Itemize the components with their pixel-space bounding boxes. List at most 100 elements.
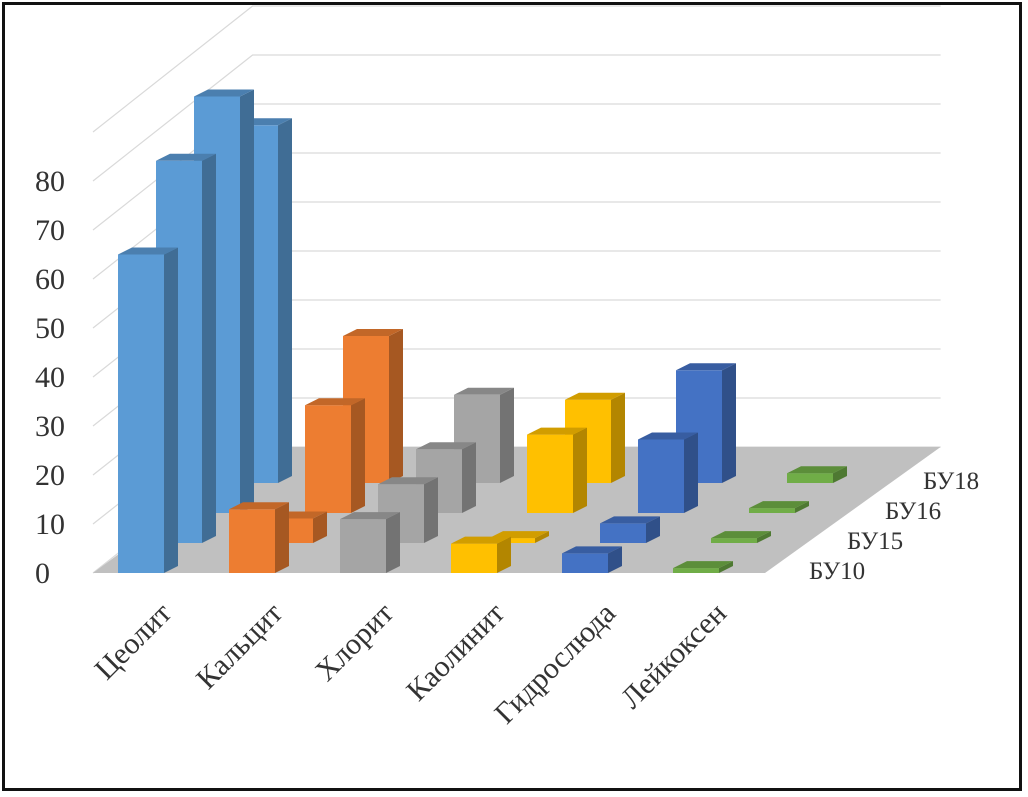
y-tick-label: 20	[35, 459, 65, 492]
bar-БУ18-Лейкоксен	[787, 466, 847, 483]
y-tick-label: 70	[35, 214, 65, 247]
bar-group	[118, 89, 847, 573]
bar-БУ15-Гидрослюда	[600, 516, 660, 543]
x-category-label: Гидрослюда	[488, 597, 622, 731]
bar-top	[340, 512, 400, 520]
bar-front	[451, 543, 497, 573]
bar-БУ16-Каолинит	[527, 427, 587, 513]
bar-top	[565, 392, 625, 400]
bar-top	[343, 329, 403, 336]
bar-top	[749, 501, 809, 509]
bar-front	[489, 538, 535, 543]
x-category-label: Каолинит	[400, 597, 511, 708]
y-tick-label: 50	[35, 312, 65, 345]
bar-БУ16-Гидрослюда	[638, 432, 698, 513]
bar-side	[386, 512, 400, 573]
bar-top	[489, 531, 549, 539]
gridline	[92, 5, 941, 133]
bar-БУ16-Лейкоксен	[749, 501, 809, 513]
bar-top	[305, 398, 365, 406]
bar-side	[202, 153, 216, 544]
bar-side	[795, 501, 809, 513]
y-tick-label: 60	[35, 263, 65, 296]
bar-front	[340, 519, 386, 573]
bar-side	[351, 398, 365, 513]
x-category-label: Хлорит	[309, 597, 400, 688]
bar-top	[378, 477, 438, 485]
bar-top	[416, 442, 476, 450]
series-axis-label: БУ18	[923, 468, 979, 495]
bar-side	[275, 502, 289, 573]
bar-side	[608, 546, 622, 573]
bar-side	[719, 561, 733, 573]
bar-front	[229, 509, 275, 573]
bar-БУ10-Гидрослюда	[562, 546, 622, 573]
bar-БУ10-Кальцит	[229, 502, 289, 573]
series-axis-labels: БУ10 БУ15 БУ16 БУ18	[809, 468, 979, 585]
bar-top	[156, 153, 216, 161]
bar-top	[118, 247, 178, 255]
bar-top	[451, 536, 511, 544]
bar-side	[462, 442, 476, 513]
bar-front	[787, 473, 833, 483]
bar-top	[600, 516, 660, 524]
bar-БУ10-Цеолит	[118, 247, 178, 573]
bar-top	[454, 387, 514, 395]
x-category-label: Лейкоксен	[615, 597, 733, 715]
bar-top	[673, 561, 733, 569]
y-tick-label: 0	[35, 557, 50, 590]
bar-top	[229, 502, 289, 510]
y-tick-label: 10	[35, 508, 65, 541]
chart-3d-column: 0 10 20 30 40 50 60 70 80 Цеолит Кальцит Хлорит Као…	[35, 5, 979, 731]
bar-front	[749, 508, 795, 513]
bar-side	[684, 432, 698, 513]
bar-top	[711, 531, 771, 539]
bar-front	[673, 568, 719, 573]
bar-front	[118, 254, 164, 573]
bar-БУ18-Хлорит	[454, 387, 514, 483]
y-tick-label: 30	[35, 410, 65, 443]
bar-БУ16-Кальцит	[305, 398, 365, 513]
bar-side	[424, 477, 438, 543]
bar-front	[711, 538, 757, 543]
bar-БУ10-Хлорит	[340, 512, 400, 573]
bar-front	[305, 405, 351, 513]
bar-top	[562, 546, 622, 554]
bar-top	[676, 363, 736, 371]
bar-side	[757, 531, 771, 543]
bar-top	[638, 432, 698, 440]
x-category-label: Цеолит	[88, 597, 178, 687]
series-axis-label: БУ16	[885, 498, 941, 525]
bar-front	[562, 553, 608, 573]
bar-side	[500, 387, 514, 483]
bar-side	[646, 516, 660, 543]
series-axis-label: БУ15	[847, 528, 903, 555]
series-axis-label: БУ10	[809, 558, 865, 585]
y-tick-label: 80	[35, 165, 65, 198]
bar-БУ15-Каолинит	[489, 531, 549, 543]
bar-side	[313, 511, 327, 543]
bar-side	[389, 329, 403, 483]
bar-top	[527, 427, 587, 435]
bar-side	[164, 247, 178, 573]
bar-side	[573, 427, 587, 513]
bar-side	[497, 536, 511, 573]
bar-top	[194, 89, 254, 97]
bar-side	[833, 466, 847, 483]
x-axis-categories: Цеолит Кальцит Хлорит КаолинитГидрослюдаЛей…	[88, 597, 733, 731]
y-tick-label: 40	[35, 361, 65, 394]
bar-side	[722, 363, 736, 483]
bar-front	[600, 523, 646, 543]
bar-front	[527, 434, 573, 513]
bar-side	[611, 392, 625, 483]
bar-БУ15-Лейкоксен	[711, 531, 771, 543]
bar-top	[787, 466, 847, 474]
bar-side	[535, 531, 549, 543]
bar-side	[240, 89, 254, 513]
gridline	[92, 54, 941, 182]
bar-side	[278, 118, 292, 484]
y-axis-ticks: 0 10 20 30 40 50 60 70 80	[35, 165, 65, 590]
bar-front	[638, 439, 684, 513]
bar-БУ10-Лейкоксен	[673, 561, 733, 573]
